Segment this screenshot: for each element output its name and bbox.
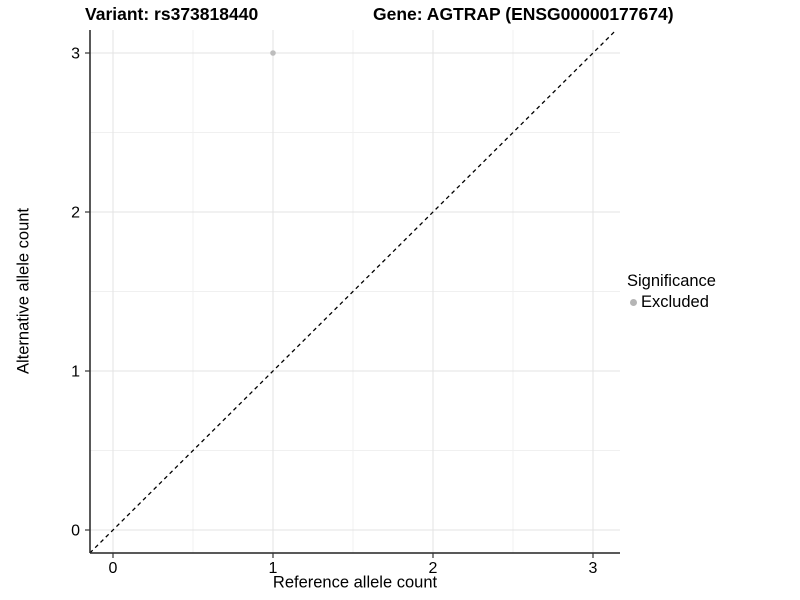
y-tick-label: 3 — [71, 46, 80, 63]
variant-title: Variant: rs373818440 — [85, 4, 259, 24]
x-axis-title: Reference allele count — [272, 573, 438, 592]
legend-title: Significance — [627, 272, 716, 290]
x-tick-label: 3 — [589, 560, 598, 577]
legend-entry-label: Excluded — [641, 293, 709, 311]
x-tick-label: 2 — [429, 560, 438, 577]
legend: Significance Excluded — [627, 271, 716, 311]
y-axis-title: Alternative allele count — [14, 207, 33, 375]
y-tick-label: 1 — [71, 364, 80, 381]
data-point — [270, 50, 276, 56]
gene-title: Gene: AGTRAP (ENSG00000177674) — [373, 4, 674, 24]
identity-reference-line — [89, 29, 617, 554]
x-tick-label: 0 — [109, 560, 118, 577]
x-tick-label: 1 — [269, 560, 278, 577]
legend-entry: Excluded — [627, 293, 716, 311]
y-tick-label: 2 — [71, 205, 80, 222]
y-tick-label: 0 — [71, 523, 80, 540]
legend-point-icon — [630, 298, 637, 306]
